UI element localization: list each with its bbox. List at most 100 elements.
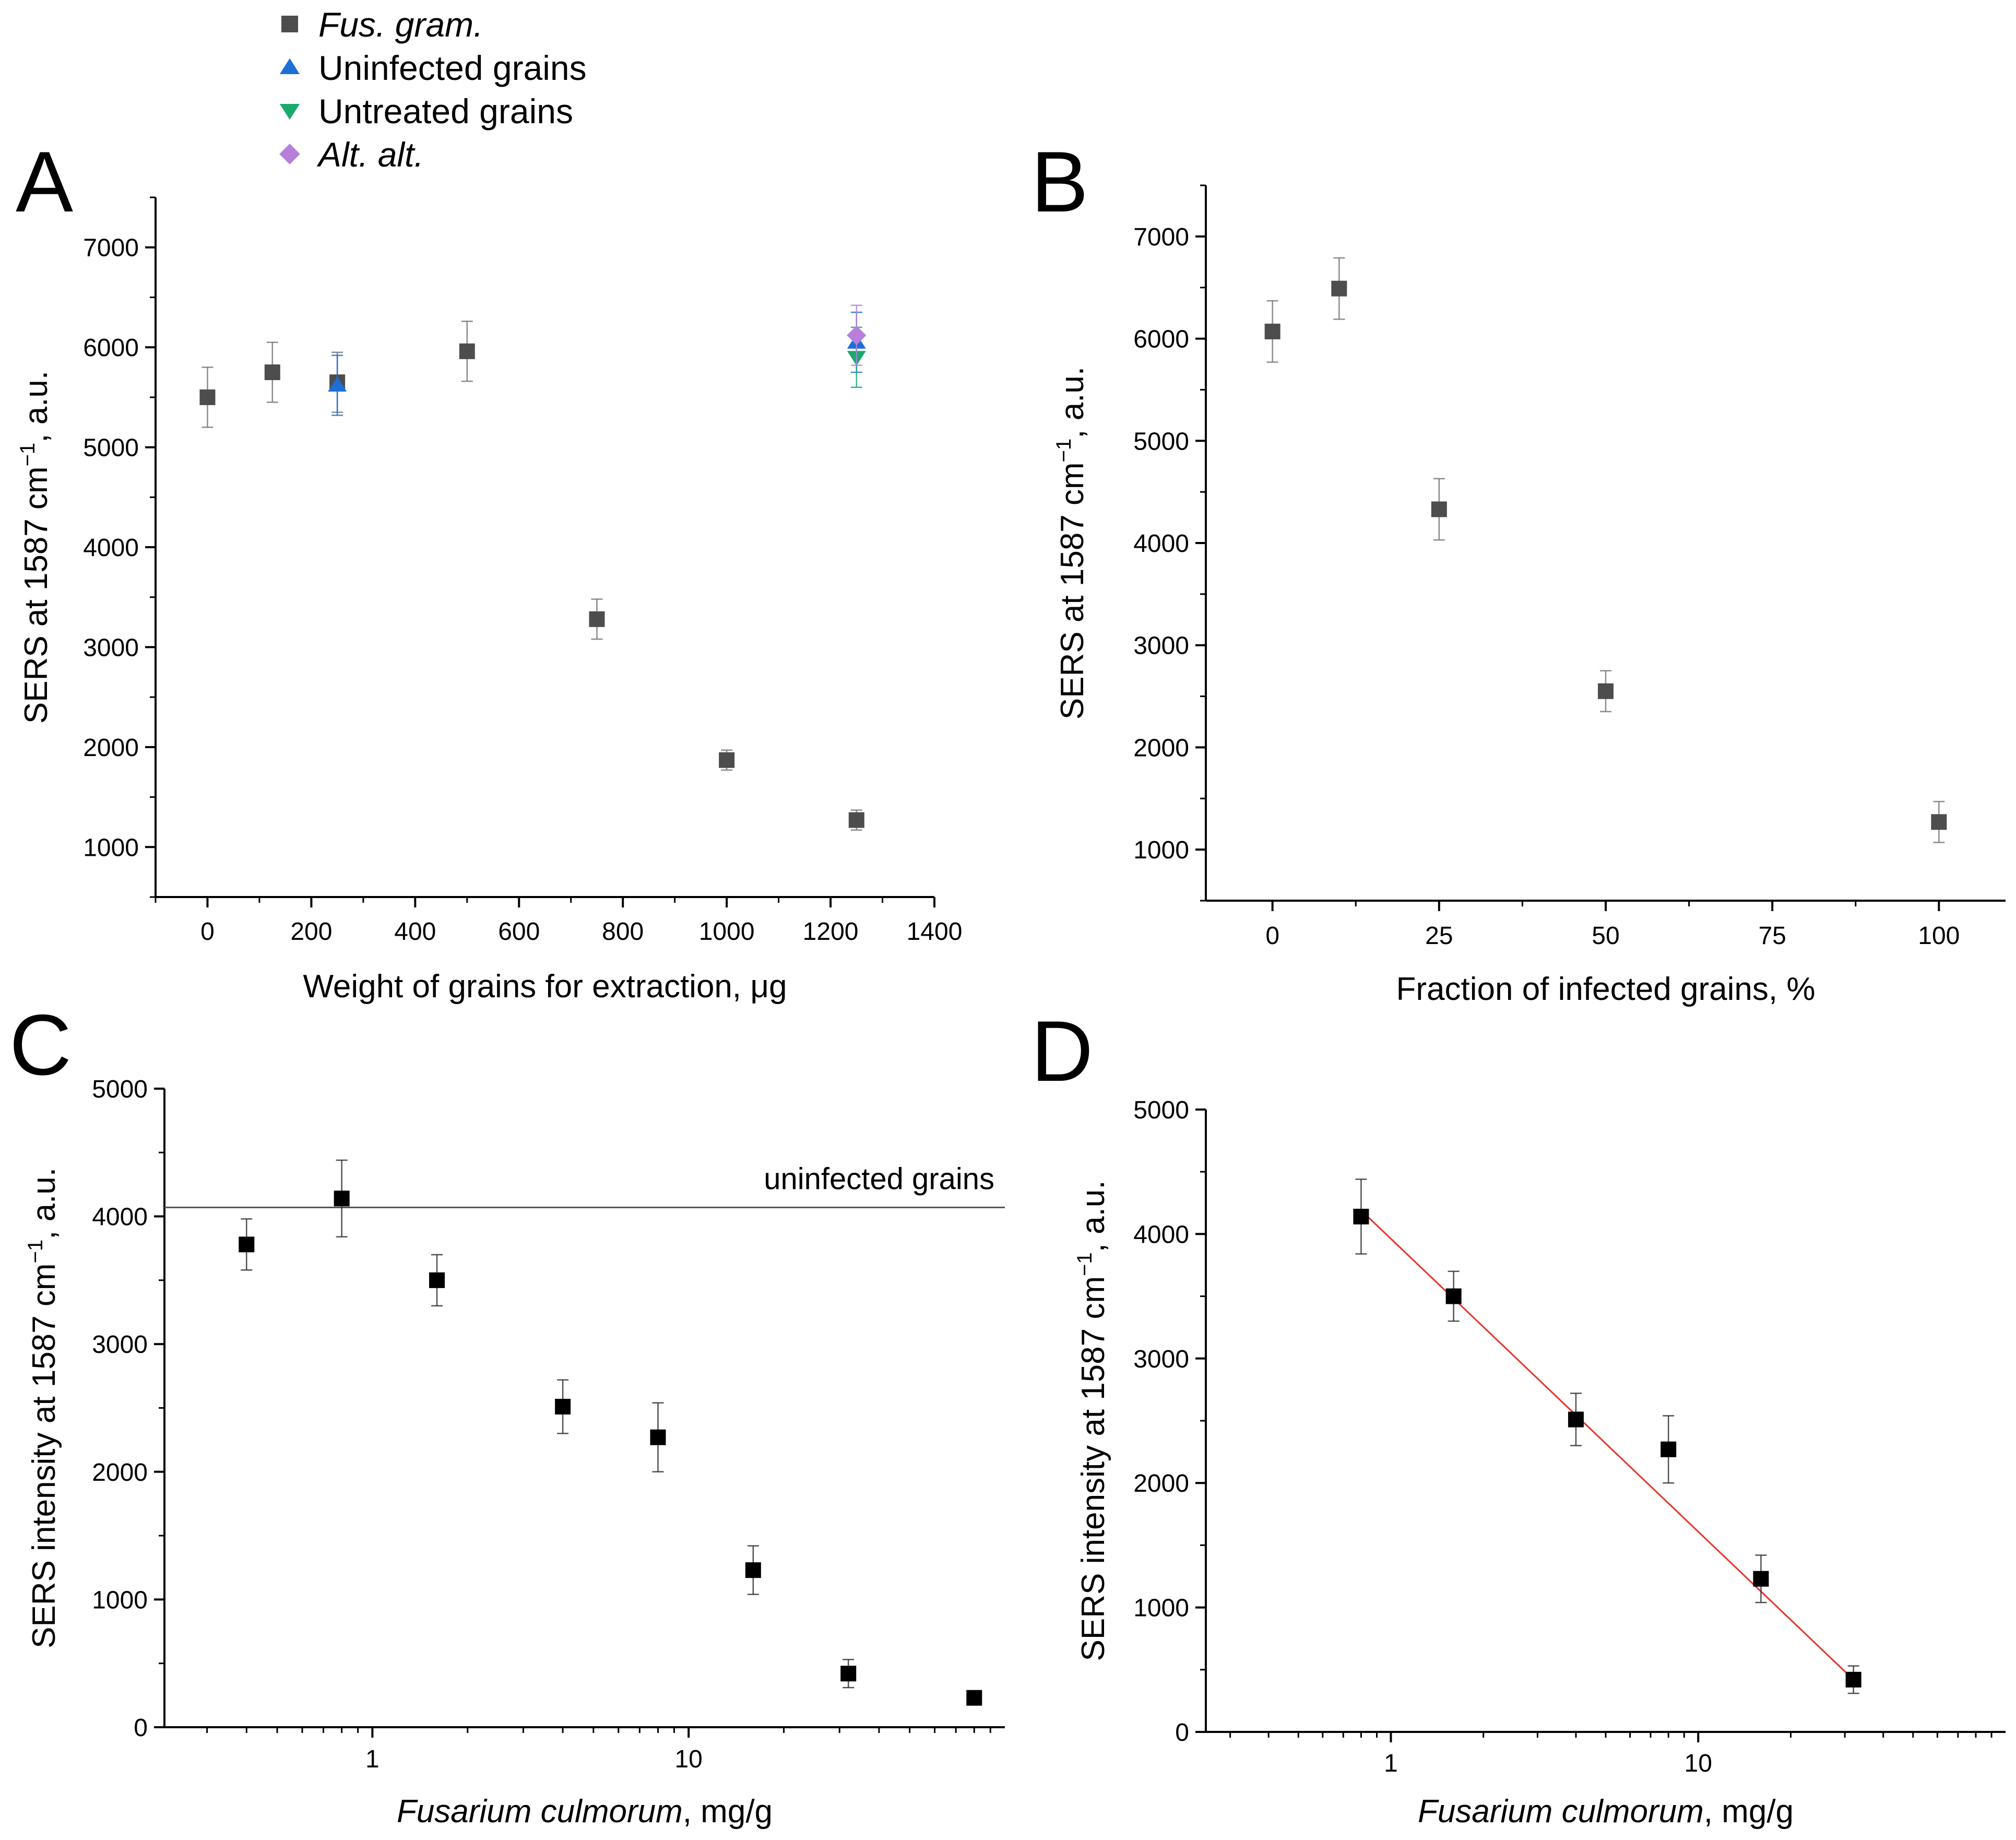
chart-panel-c: 0 1000 2000 3000 4000 5000 1 10 Fusarium culmoru…	[24, 1076, 1005, 1830]
y-tick-label: 3000	[83, 634, 139, 662]
chart-panel-b: 1000 2000 3000 4000 5000 6000 7000 0 25 50 75 100 Fr…	[1052, 184, 2006, 1007]
data-point	[1661, 1441, 1677, 1457]
data-series	[1264, 257, 1947, 843]
chart-panel-d: 0 1000 2000 3000 4000 5000 1 10 Fusarium culmoru…	[1073, 1096, 2006, 1830]
data-point	[328, 376, 347, 392]
data-point	[459, 343, 475, 359]
legend-label: Alt. alt.	[316, 135, 424, 174]
data-point	[199, 389, 216, 405]
y-axis-title-text: , a.u.	[26, 1167, 62, 1240]
y-tick-label: 3000	[1133, 632, 1189, 660]
legend-label: Fus. gram.	[318, 5, 483, 44]
data-point	[1445, 1288, 1462, 1304]
data-series	[328, 311, 866, 416]
data-point	[848, 812, 864, 828]
data-point	[1931, 814, 1947, 830]
x-tick-label: 1	[365, 1745, 380, 1773]
data-series	[847, 304, 867, 366]
data-series	[1353, 1178, 1861, 1694]
data-point	[334, 1190, 350, 1207]
x-axis-title: Fusarium culmorum, mg/g	[397, 1794, 773, 1830]
x-axis-title-italic: Fusarium culmorum	[397, 1794, 683, 1830]
x-axis-title: Weight of grains for extraction, μg	[303, 969, 787, 1005]
y-tick-label: 4000	[1133, 1221, 1189, 1248]
x-axis-title-italic: Fusarium culmorum	[1418, 1794, 1704, 1830]
y-tick-label: 1000	[83, 834, 139, 862]
reference-line-label: uninfected grains	[764, 1162, 994, 1196]
data-point	[555, 1399, 571, 1415]
panel-label: A	[16, 134, 73, 230]
x-tick-label: 50	[1592, 922, 1619, 950]
x-tick-label: 400	[394, 918, 436, 946]
data-point	[1845, 1671, 1861, 1688]
y-tick-label: 2000	[1133, 734, 1189, 762]
y-tick-label: 6000	[83, 334, 139, 362]
x-tick-label: 10	[674, 1745, 702, 1773]
data-series	[199, 321, 864, 831]
y-tick-label: 4000	[92, 1204, 148, 1231]
y-tick-label: 3000	[92, 1331, 148, 1359]
y-tick-label: 5000	[92, 1076, 148, 1103]
data-point	[847, 325, 867, 345]
y-axis-title-superscript: −1	[24, 1240, 47, 1264]
y-axis-title: SERS intensity at 1587 cm−1, a.u.	[24, 1167, 62, 1648]
x-tick-label: 800	[602, 918, 644, 946]
x-tick-label: 75	[1758, 922, 1786, 950]
legend: Fus. gram. Uninfected grains Untreated gra…	[279, 5, 587, 174]
legend-marker	[279, 144, 300, 164]
x-tick-label: 600	[498, 918, 540, 946]
y-axis-title: SERS at 1587 cm−1, a.u.	[1052, 367, 1090, 720]
y-tick-label: 5000	[1133, 428, 1189, 455]
y-axis-title: SERS at 1587 cm−1, a.u.	[16, 371, 54, 724]
y-axis-title-text: , a.u.	[18, 371, 54, 443]
data-point	[966, 1690, 982, 1706]
data-point	[1568, 1411, 1584, 1428]
y-tick-label: 2000	[92, 1459, 148, 1487]
x-axis-title-rest: , mg/g	[683, 1794, 773, 1830]
data-point	[1331, 280, 1347, 297]
data-point	[719, 752, 735, 768]
data-point	[650, 1429, 666, 1445]
data-point	[840, 1666, 857, 1682]
y-tick-label: 6000	[1133, 326, 1189, 353]
data-point	[1264, 323, 1280, 339]
y-axis-title-text: SERS intensity at 1587 cm	[1075, 1276, 1111, 1661]
x-tick-label: 1	[1384, 1750, 1398, 1777]
y-axis-title-superscript: −1	[1052, 439, 1075, 463]
y-tick-label: 7000	[83, 234, 139, 262]
y-tick-label: 2000	[83, 734, 139, 762]
x-axis-title-rest: , mg/g	[1704, 1794, 1794, 1830]
legend-label: Untreated grains	[318, 92, 573, 131]
y-axis-title-text: SERS at 1587 cm	[18, 466, 54, 724]
y-axis-title-text: , a.u.	[1054, 367, 1090, 439]
y-axis-title-text: SERS at 1587 cm	[1054, 462, 1090, 720]
chart-panel-a: 1000 2000 3000 4000 5000 6000 7000 0 200 400 600 80…	[16, 196, 962, 1005]
data-point	[589, 611, 605, 627]
legend-label: Uninfected grains	[318, 49, 587, 87]
data-point	[1598, 683, 1614, 699]
x-tick-label: 1200	[803, 918, 859, 946]
y-tick-label: 4000	[1133, 530, 1189, 558]
x-tick-label: 25	[1425, 922, 1453, 950]
y-tick-label: 1000	[92, 1586, 148, 1614]
y-tick-label: 4000	[83, 534, 139, 562]
y-tick-label: 0	[134, 1714, 148, 1742]
x-tick-label: 100	[1918, 922, 1960, 950]
y-tick-label: 5000	[83, 434, 139, 462]
x-tick-label: 0	[200, 918, 215, 946]
y-tick-label: 3000	[1133, 1346, 1189, 1373]
y-tick-label: 5000	[1133, 1096, 1189, 1124]
data-point	[264, 364, 280, 380]
y-axis-title-text: , a.u.	[1075, 1181, 1111, 1253]
legend-marker	[279, 104, 300, 120]
panel-label: C	[9, 997, 72, 1093]
data-point	[429, 1272, 445, 1288]
panel-label: D	[1031, 1003, 1093, 1099]
y-tick-label: 7000	[1133, 223, 1189, 251]
data-point	[745, 1562, 761, 1578]
data-point	[239, 1236, 255, 1253]
x-tick-label: 1000	[699, 918, 755, 946]
y-tick-label: 2000	[1133, 1470, 1189, 1497]
y-axis-title-superscript: −1	[16, 443, 39, 467]
